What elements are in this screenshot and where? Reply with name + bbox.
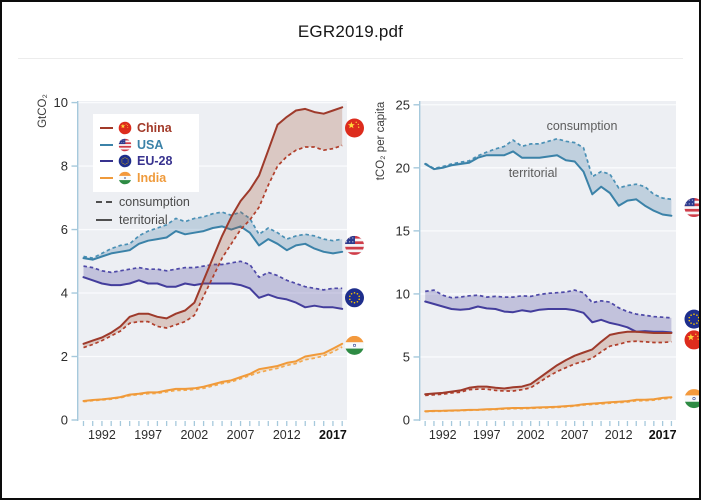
- territorial-line: [82, 342, 344, 402]
- x-tick-label: 2017: [649, 428, 677, 442]
- eu28-line-sample: [100, 160, 113, 163]
- chart-legend: China USA EU-28 India: [93, 114, 199, 192]
- series-usa: [82, 211, 344, 261]
- y-tick-label: 15: [396, 223, 410, 238]
- y-tick-label: 10: [54, 95, 68, 110]
- consumption-annotation: consumption: [546, 119, 618, 133]
- legend-label-consumption: consumption: [119, 194, 190, 209]
- territorial-line: [82, 106, 344, 345]
- consumption-line: [83, 144, 343, 349]
- legend-label-territorial: territorial: [119, 212, 168, 227]
- consumption-line: [83, 260, 343, 291]
- india-flag-icon: [118, 171, 132, 185]
- legend-label-usa: USA: [137, 137, 164, 152]
- consumption-line: [83, 211, 343, 259]
- series-band: [425, 138, 672, 216]
- y-tick-label: 25: [396, 97, 410, 112]
- header-divider: [18, 58, 683, 59]
- series-china: [82, 106, 344, 349]
- line-style-legend: consumption territorial: [96, 193, 190, 229]
- china-line-sample: [100, 127, 113, 130]
- y-tick-label: 0: [403, 413, 410, 428]
- territorial-line: [82, 225, 344, 261]
- territorial-line: [424, 150, 673, 217]
- china-flag-icon: [345, 118, 364, 138]
- y-tick-label: 5: [403, 349, 410, 364]
- territorial-line: [82, 276, 344, 310]
- usa-flag-icon: [684, 198, 699, 218]
- y-tick-label: 4: [61, 286, 68, 301]
- territorial-line: [424, 330, 673, 396]
- series-india: [424, 396, 673, 413]
- eu-flag-icon: [118, 154, 132, 168]
- india-line-sample: [100, 176, 113, 179]
- usa-flag-icon: [345, 235, 364, 255]
- india-flag-icon: [345, 335, 364, 355]
- series-band: [425, 331, 672, 396]
- usa-flag-icon: [118, 138, 132, 152]
- legend-label-eu28: EU-28: [137, 154, 173, 168]
- left-chart-y-axis-label: GtCO₂: [37, 94, 49, 128]
- legend-item-china: China: [100, 120, 199, 137]
- consumption-line: [425, 340, 672, 397]
- india-flag-icon: [684, 389, 699, 409]
- legend-item-territorial: territorial: [96, 211, 190, 229]
- series-china: [424, 330, 673, 397]
- territorial-line: [424, 300, 673, 334]
- y-tick-label: 6: [61, 222, 68, 237]
- legend-item-consumption: consumption: [96, 193, 190, 211]
- x-tick-label: 1992: [429, 428, 457, 442]
- y-tick-label: 10: [396, 286, 410, 301]
- right-chart-y-axis-label: tCO₂ per capita: [375, 101, 387, 181]
- x-tick-label: 1997: [134, 428, 162, 442]
- x-tick-label: 2012: [605, 428, 633, 442]
- series-eu-28: [82, 260, 344, 310]
- legend-item-india: India: [100, 170, 199, 187]
- x-tick-label: 1997: [473, 428, 501, 442]
- eu-flag-icon: [684, 309, 699, 329]
- x-tick-label: 2017: [319, 428, 347, 442]
- x-tick-label: 2007: [227, 428, 255, 442]
- x-tick-label: 1992: [88, 428, 116, 442]
- document-title: EGR2019.pdf: [297, 22, 404, 41]
- x-tick-label: 2002: [180, 428, 208, 442]
- legend-item-eu28: EU-28: [100, 153, 199, 170]
- x-tick-label: 2002: [517, 428, 545, 442]
- consumption-line: [425, 289, 672, 319]
- solid-line-sample: [96, 219, 112, 221]
- x-tick-label: 2007: [561, 428, 589, 442]
- legend-label-china: China: [137, 121, 172, 135]
- y-tick-label: 0: [61, 413, 68, 428]
- dashed-line-sample: [96, 201, 112, 203]
- china-flag-icon: [118, 121, 132, 135]
- usa-flag-icon: [118, 138, 132, 152]
- india-flag-icon: [118, 171, 132, 185]
- territorial-annotation: territorial: [508, 166, 558, 180]
- eu-flag-icon: [345, 288, 364, 308]
- territorial-line: [424, 396, 673, 413]
- y-tick-label: 8: [61, 159, 68, 174]
- usa-line-sample: [100, 143, 113, 146]
- china-flag-icon: [118, 121, 132, 135]
- consumption-line: [424, 137, 672, 201]
- series-band: [83, 212, 343, 260]
- china-flag-icon: [684, 330, 699, 350]
- series-usa: [424, 137, 673, 217]
- x-tick-label: 2012: [273, 428, 301, 442]
- y-tick-label: 2: [61, 349, 68, 364]
- series-band: [83, 107, 343, 348]
- legend-item-usa: USA: [100, 137, 199, 154]
- series-eu-28: [424, 289, 673, 334]
- right-chart: 0 5 10 15 20 25 1992 1997 2002 2007 2012 2017: [396, 97, 699, 442]
- eu-flag-icon: [118, 154, 132, 168]
- y-tick-label: 20: [396, 160, 410, 175]
- legend-label-india: India: [137, 170, 167, 185]
- series-india: [82, 342, 344, 403]
- plot-background: [419, 101, 676, 420]
